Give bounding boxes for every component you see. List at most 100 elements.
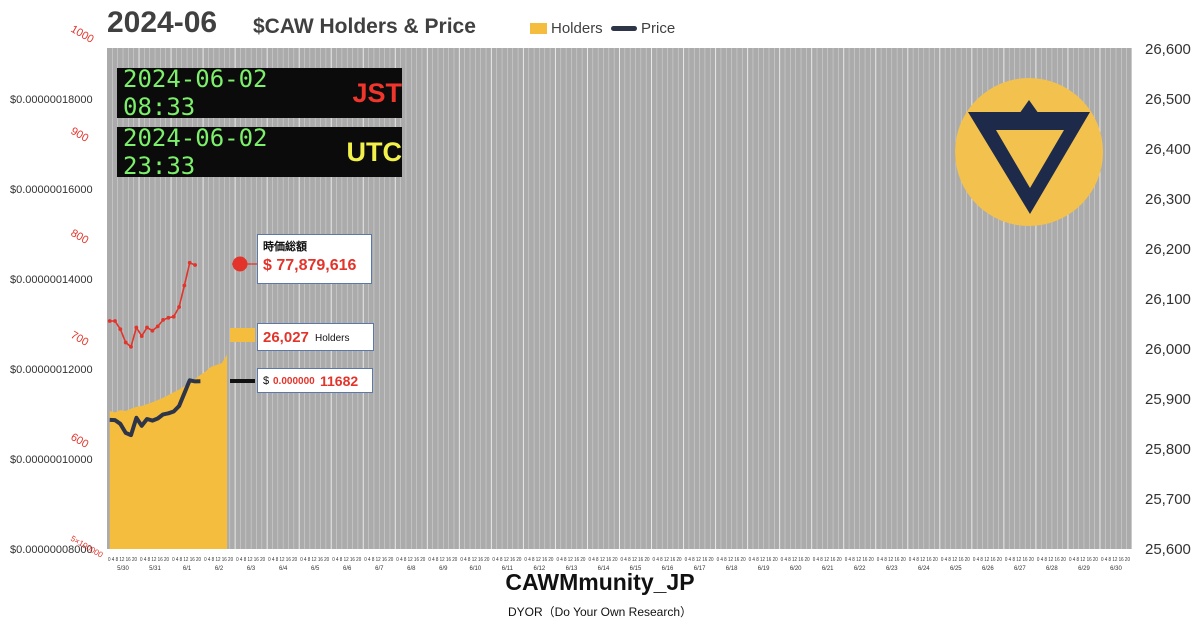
x-axis-date-label: 6/22: [854, 566, 866, 572]
x-axis-date-label: 6/8: [407, 566, 416, 572]
x-axis-date-label: 6/10: [470, 566, 482, 572]
legend-swatch-holders: [530, 23, 547, 34]
market-cap-point: [134, 325, 139, 330]
x-axis-hour-ticks: 0 4 8 12 16 20: [204, 557, 233, 563]
series-area-holders: [109, 354, 228, 549]
x-axis-date-label: 6/6: [343, 566, 352, 572]
legend-label-price: Price: [641, 20, 676, 37]
x-axis-date-label: 6/21: [822, 566, 834, 572]
left-axis-tick-label: $0.00000008000: [10, 544, 93, 556]
x-axis-hour-ticks: 0 4 8 12 16 20: [588, 557, 617, 563]
legend-item-price: Price: [611, 20, 675, 37]
x-axis-hour-ticks: 0 4 8 12 16 20: [172, 557, 201, 563]
footer-dyor: DYOR（Do Your Own Research）: [507, 605, 693, 619]
market-cap-point: [177, 305, 182, 309]
x-axis-hour-ticks: 0 4 8 12 16 20: [364, 557, 393, 563]
x-axis-date-label: 6/1: [183, 566, 192, 572]
x-axis-hour-ticks: 0 4 8 12 16 20: [781, 557, 810, 563]
x-axis-hour-ticks: 0 4 8 12 16 20: [749, 557, 778, 563]
x-axis-hour-ticks: 0 4 8 12 16 20: [973, 557, 1002, 563]
price-dollar-sign: $: [263, 375, 270, 387]
x-axis-date-label: 6/29: [1078, 566, 1090, 572]
left-axis-tick-label: $0.00000012000: [10, 364, 93, 376]
left-axis-tick-label: $0.00000018000: [10, 94, 93, 106]
price-callout: $ 0.000000 11682: [257, 368, 373, 393]
x-axis-date-label: 6/2: [215, 566, 224, 572]
x-axis-date-label: 6/3: [247, 566, 256, 572]
x-axis-hour-ticks: 0 4 8 12 16 20: [460, 557, 489, 563]
right-axis-tick-label: 25,600: [1145, 541, 1191, 558]
x-axis-hour-ticks: 0 4 8 12 16 20: [332, 557, 361, 563]
clock-utc: 2024-06-02 23:33 UTC: [117, 124, 403, 180]
x-axis-hour-ticks: 0 4 8 12 16 20: [428, 557, 457, 563]
market-cap-point: [187, 260, 192, 265]
x-axis-hour-ticks: 0 4 8 12 16 20: [1037, 557, 1066, 563]
right-axis-tick-label: 26,000: [1145, 341, 1191, 358]
x-axis-date-label: 6/25: [950, 566, 962, 572]
x-axis-date-label: 5/31: [149, 566, 161, 572]
red-axis-tick-label: 600: [69, 431, 91, 451]
x-axis-hour-ticks: 0 4 8 12 16 20: [268, 557, 297, 563]
x-axis-hour-ticks: 0 4 8 12 16 20: [621, 557, 650, 563]
x-axis-hour-ticks: 0 4 8 12 16 20: [685, 557, 714, 563]
x-axis-date-label: 6/17: [694, 566, 706, 572]
x-axis-date-label: 5/30: [117, 566, 129, 572]
market-cap-point: [193, 263, 198, 267]
x-axis-date-label: 6/7: [375, 566, 384, 572]
market-cap-point: [139, 334, 144, 338]
x-axis-date-label: 6/27: [1014, 566, 1026, 572]
clock-utc-time: 2024-06-02 23:33: [123, 124, 268, 180]
clock-jst-time: 2024-06-02 08:33: [123, 65, 268, 121]
legend-swatch-price: [611, 26, 637, 31]
x-axis-date-label: 6/15: [630, 566, 642, 572]
x-axis-date-label: 6/13: [566, 566, 578, 572]
right-axis-tick-label: 25,700: [1145, 491, 1191, 508]
x-axis-date-label: 6/14: [598, 566, 610, 572]
x-axis-hour-ticks: 0 4 8 12 16 20: [396, 557, 425, 563]
right-axis-tick-label: 25,800: [1145, 441, 1191, 458]
x-axis-hour-ticks: 0 4 8 12 16 20: [140, 557, 169, 563]
clock-jst-zone: JST: [352, 77, 402, 108]
red-axis-tick-label: 1000: [69, 23, 96, 46]
price-value-prefix: 0.000000: [273, 376, 315, 387]
holders-callout: 26,027 Holders: [257, 323, 374, 351]
market-cap-point: [150, 328, 155, 333]
x-axis-date-label: 6/30: [1110, 566, 1122, 572]
x-axis-hour-ticks: 0 4 8 12 16 20: [1005, 557, 1034, 563]
x-axis-date-label: 6/28: [1046, 566, 1058, 572]
x-axis-hour-ticks: 0 4 8 12 16 20: [1069, 557, 1098, 563]
market-cap-point: [107, 319, 112, 323]
holders-value: 26,027: [263, 329, 309, 346]
caw-logo: [955, 78, 1103, 226]
market-cap-point: [118, 327, 123, 331]
chart-title: $CAW Holders & Price: [253, 15, 476, 38]
holders-unit: Holders: [315, 333, 350, 344]
x-axis-date-label: 6/12: [534, 566, 546, 572]
clock-jst: 2024-06-02 08:33 JST: [117, 65, 402, 121]
right-axis-tick-label: 26,100: [1145, 291, 1191, 308]
caw-logo-mark-top: [1012, 100, 1046, 124]
market-cap-point: [166, 315, 171, 320]
x-axis-date-label: 6/16: [662, 566, 674, 572]
holders-marker: [230, 328, 255, 342]
market-cap-point: [145, 325, 149, 330]
x-axis-date-label: 6/11: [502, 566, 514, 572]
clock-utc-zone: UTC: [346, 136, 403, 167]
x-axis-date-label: 6/5: [311, 566, 320, 572]
market-cap-callout: 時価総額 $ 77,879,616: [257, 234, 372, 284]
x-axis-hour-ticks: 0 4 8 12 16 20: [653, 557, 682, 563]
market-cap-label: 時価総額: [263, 241, 307, 253]
market-cap-point: [182, 283, 187, 288]
x-axis-date-label: 6/26: [982, 566, 994, 572]
x-axis-hour-ticks: 0 4 8 12 16 20: [941, 557, 970, 563]
x-axis-hour-ticks: 0 4 8 12 16 20: [492, 557, 521, 563]
left-axis-tick-label: $0.00000016000: [10, 184, 93, 196]
x-axis-hour-ticks: 0 4 8 12 16 20: [556, 557, 585, 563]
caw-logo-mark: [968, 112, 1090, 214]
chart-title-year: 2024-06: [107, 6, 218, 39]
right-axis-tick-label: 26,400: [1145, 141, 1191, 158]
market-cap-value: $ 77,879,616: [263, 257, 357, 274]
footer-brand: CAWMmunity_JP: [505, 569, 695, 595]
right-axis-tick-label: 26,300: [1145, 191, 1191, 208]
x-axis-hour-ticks: 0 4 8 12 16 20: [108, 557, 137, 563]
